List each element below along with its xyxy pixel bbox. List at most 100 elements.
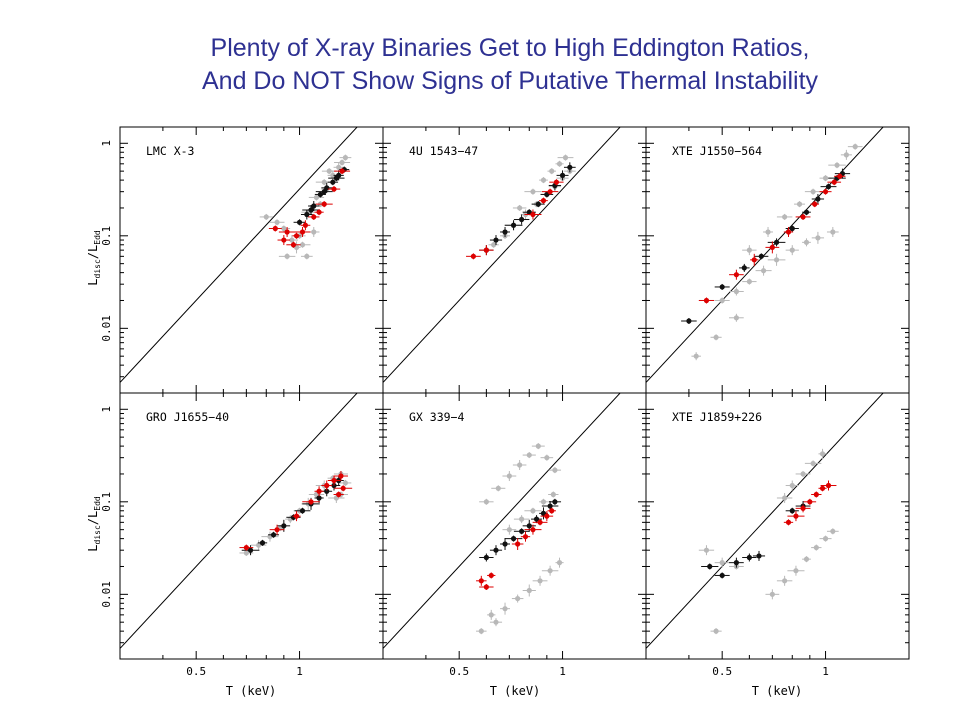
data-point xyxy=(714,557,730,568)
data-point xyxy=(488,241,499,248)
data-marker xyxy=(537,519,543,525)
data-marker xyxy=(243,544,249,551)
data-point xyxy=(308,194,325,201)
data-point xyxy=(752,550,766,561)
data-marker xyxy=(719,297,725,304)
data-point xyxy=(811,491,822,498)
data-marker xyxy=(773,257,780,263)
data-marker xyxy=(800,471,806,477)
data-point xyxy=(334,159,351,166)
data-marker xyxy=(769,244,775,250)
data-point xyxy=(512,204,527,211)
data-point xyxy=(548,491,559,498)
data-point xyxy=(540,511,554,522)
data-marker xyxy=(719,572,725,579)
title-line-1: Plenty of X-ray Binaries Get to High Edd… xyxy=(210,34,810,62)
data-point xyxy=(500,602,510,615)
data-point xyxy=(476,575,487,586)
data-point xyxy=(776,213,793,220)
data-point xyxy=(763,226,773,237)
data-point xyxy=(466,253,481,260)
data-marker xyxy=(693,353,699,359)
data-point xyxy=(532,575,548,586)
y-axis-label-slash: /L xyxy=(86,511,100,525)
data-point xyxy=(531,443,545,450)
data-marker xyxy=(815,196,821,202)
data-point xyxy=(795,470,811,477)
data-point xyxy=(269,524,285,535)
y-axis-label-sub2: Edd xyxy=(93,496,102,511)
data-marker xyxy=(530,189,536,195)
panel-data xyxy=(646,393,884,649)
data-marker xyxy=(567,164,573,170)
data-marker xyxy=(552,467,558,473)
x-axis-label-col2: T (keV) xyxy=(490,684,541,698)
data-marker xyxy=(831,179,837,185)
data-point xyxy=(241,545,260,556)
data-marker xyxy=(488,572,494,579)
data-point xyxy=(315,188,333,195)
y-axis-label-bottom: Ldisc/LEdd xyxy=(86,496,102,552)
data-marker xyxy=(274,527,280,533)
data-point xyxy=(701,563,719,570)
data-point xyxy=(563,162,576,173)
data-marker xyxy=(284,253,290,259)
data-point xyxy=(333,491,344,498)
data-marker xyxy=(830,229,836,235)
data-marker xyxy=(822,189,829,195)
data-point xyxy=(524,188,542,195)
data-marker xyxy=(789,225,795,232)
data-point xyxy=(820,480,837,491)
data-point xyxy=(339,154,352,161)
data-marker xyxy=(793,568,799,574)
data-marker xyxy=(316,495,322,501)
data-point xyxy=(698,297,715,304)
data-marker xyxy=(530,211,536,218)
data-point xyxy=(794,201,806,208)
data-marker xyxy=(803,556,810,562)
data-point xyxy=(327,170,339,181)
data-point xyxy=(294,507,311,514)
data-marker xyxy=(800,505,806,511)
data-point xyxy=(502,471,517,482)
data-marker xyxy=(547,189,553,195)
data-point xyxy=(765,589,780,600)
data-point xyxy=(479,553,494,562)
data-marker xyxy=(502,229,508,235)
data-point xyxy=(504,535,523,542)
data-marker xyxy=(317,191,323,198)
data-point xyxy=(828,162,846,169)
data-marker xyxy=(299,229,306,235)
data-marker xyxy=(556,560,563,566)
data-point xyxy=(513,528,530,535)
data-point xyxy=(292,511,301,522)
data-marker xyxy=(526,587,532,594)
data-marker xyxy=(733,315,739,321)
data-marker xyxy=(843,152,849,158)
data-point xyxy=(804,460,822,467)
data-point xyxy=(802,209,811,216)
data-point xyxy=(327,186,341,193)
data-marker xyxy=(339,168,345,174)
data-point xyxy=(300,253,313,260)
x-tick-label: 1 xyxy=(296,665,303,678)
data-marker xyxy=(547,503,553,509)
data-point xyxy=(539,197,548,204)
data-marker xyxy=(852,144,858,150)
data-marker xyxy=(311,203,317,209)
y-tick-label: 1 xyxy=(100,406,113,413)
data-marker xyxy=(535,443,541,449)
y-axis-label-main: L xyxy=(86,278,100,285)
data-marker xyxy=(713,334,719,340)
panels-layer: 0.01 0.1 1 LMC X-3 4U 1543−47 XTE J1550−564 0.… xyxy=(100,126,910,678)
data-marker xyxy=(293,513,300,519)
data-marker xyxy=(782,578,788,584)
data-marker xyxy=(552,499,558,505)
panel-data xyxy=(383,127,621,383)
y-tick-label: 0.1 xyxy=(100,226,113,246)
data-point xyxy=(739,263,750,272)
y-axis-label-slash: /L xyxy=(86,245,100,259)
data-point xyxy=(269,219,285,226)
data-point xyxy=(308,213,320,220)
data-marker xyxy=(519,516,525,522)
